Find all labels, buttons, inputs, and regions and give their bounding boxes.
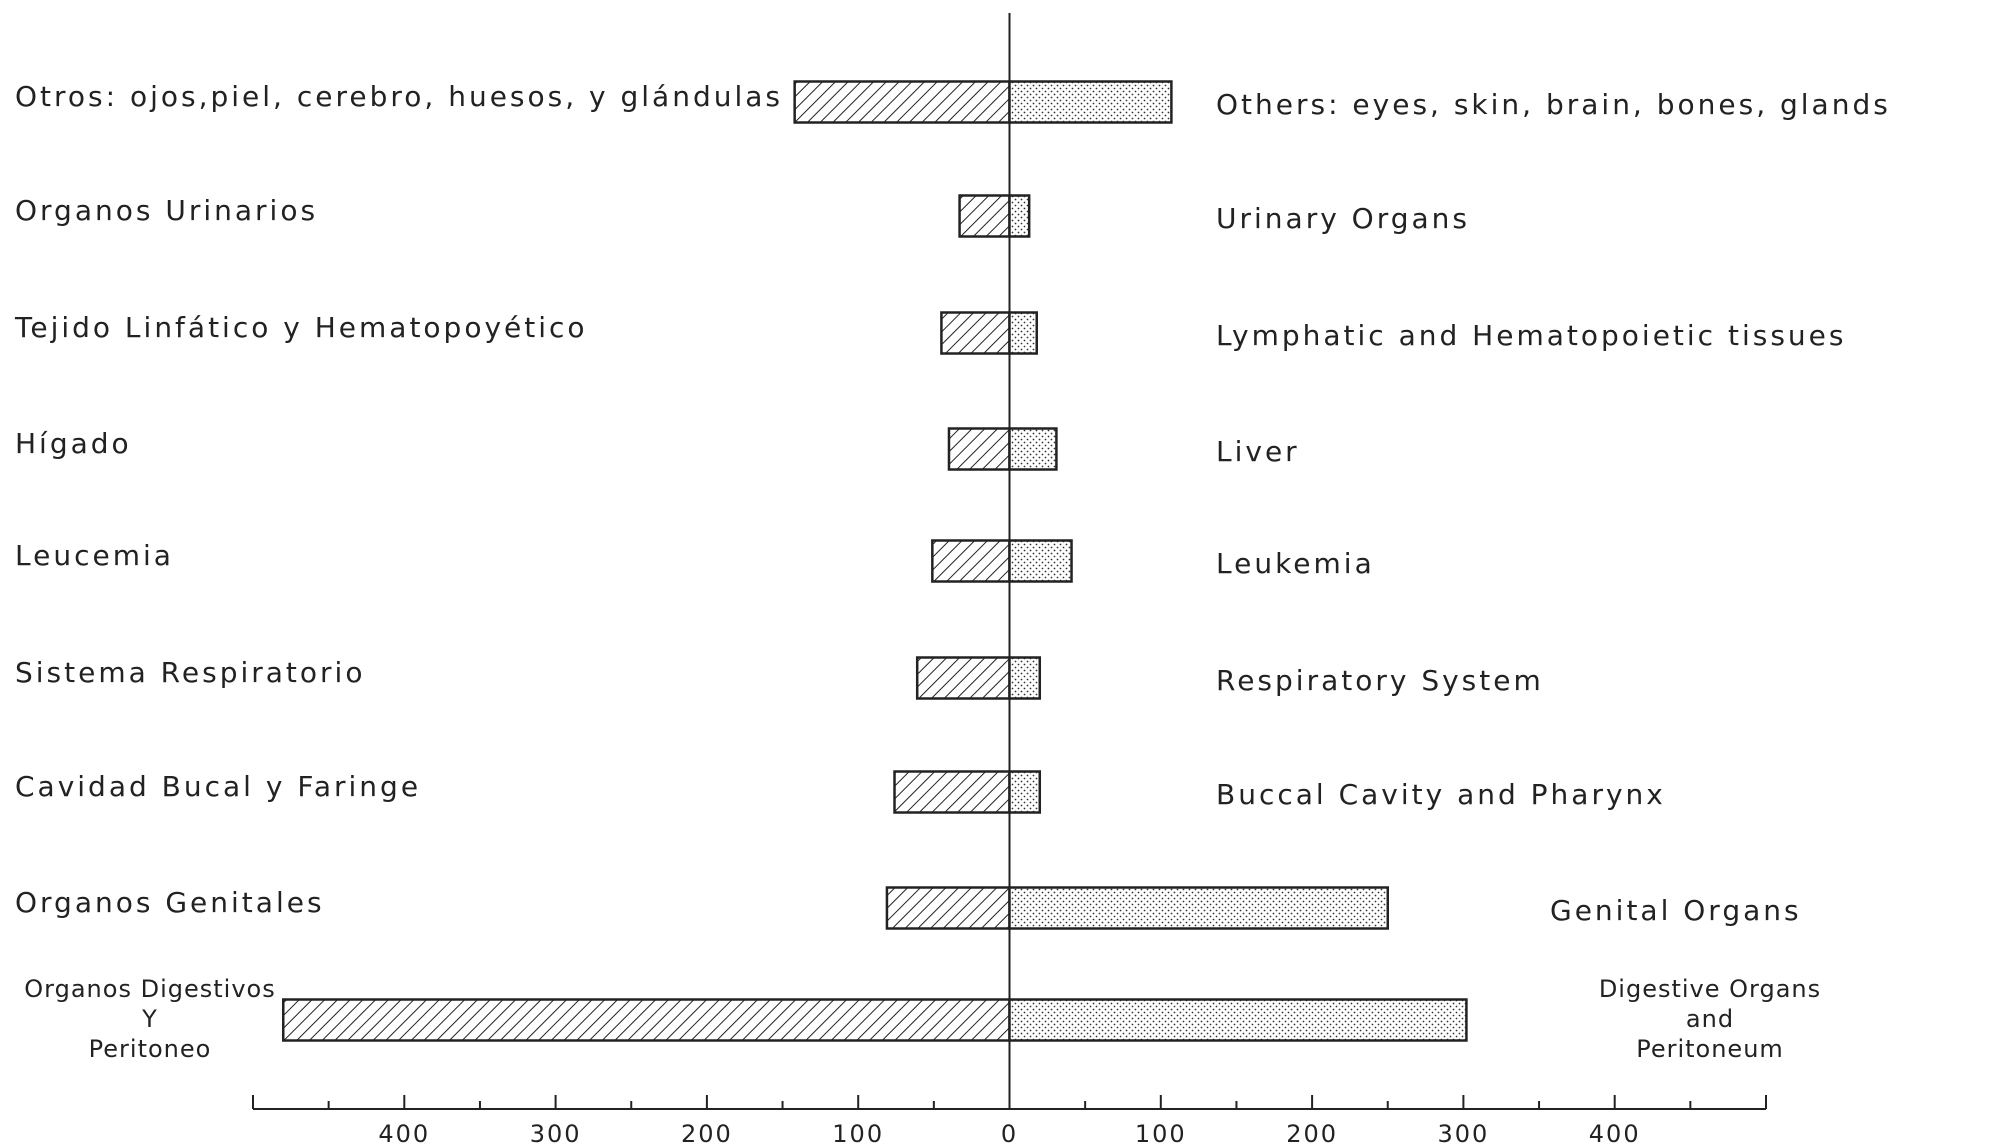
x-tick-label: 100 xyxy=(1135,1120,1187,1144)
left-label: Sistema Respiratorio xyxy=(15,656,365,689)
x-tick-label: 0 xyxy=(1001,1120,1018,1144)
left-label: Otros: ojos,piel, cerebro, huesos, y glá… xyxy=(15,80,783,113)
right-label: Leukemia xyxy=(1216,547,1375,580)
right-label: Buccal Cavity and Pharynx xyxy=(1216,778,1666,811)
bar xyxy=(1008,80,1173,124)
right-label: Digestive Organs xyxy=(1599,975,1821,1003)
left-label: Y xyxy=(141,1005,158,1033)
right-label: and xyxy=(1686,1005,1734,1033)
x-tick-label: 200 xyxy=(1286,1120,1338,1144)
bar xyxy=(940,311,1011,355)
x-tick-label: 400 xyxy=(1589,1120,1641,1144)
bar xyxy=(958,194,1011,238)
right-label: Genital Organs xyxy=(1550,894,1802,927)
bar xyxy=(1008,427,1058,471)
right-label: Urinary Organs xyxy=(1216,202,1470,235)
bar xyxy=(1008,311,1038,355)
left-label: Organos Urinarios xyxy=(15,194,318,227)
bar xyxy=(1008,656,1042,700)
x-tick-label: 400 xyxy=(378,1120,430,1144)
right-label: Others: eyes, skin, brain, bones, glands xyxy=(1216,88,1891,121)
right-label: Liver xyxy=(1216,435,1300,468)
bar xyxy=(1008,998,1468,1042)
bar xyxy=(947,427,1011,471)
bar xyxy=(931,539,1011,583)
left-label: Organos Digestivos xyxy=(24,975,275,1003)
right-label: Lymphatic and Hematopoietic tissues xyxy=(1216,319,1846,352)
left-label: Organos Genitales xyxy=(15,886,325,919)
x-tick-label: 300 xyxy=(1437,1120,1489,1144)
x-tick-label: 300 xyxy=(530,1120,582,1144)
bar xyxy=(793,80,1011,124)
left-label: Tejido Linfático y Hematopoyético xyxy=(14,311,588,344)
bar xyxy=(893,770,1011,814)
left-label: Leucemia xyxy=(15,539,174,572)
bar xyxy=(1008,539,1073,583)
bar xyxy=(1008,194,1031,238)
x-tick-label: 200 xyxy=(681,1120,733,1144)
left-label: Hígado xyxy=(15,427,132,460)
x-tick-label: 100 xyxy=(832,1120,884,1144)
left-label: Peritoneo xyxy=(89,1035,212,1063)
bar xyxy=(915,656,1011,700)
right-label: Peritoneum xyxy=(1636,1035,1784,1063)
bar xyxy=(282,998,1011,1042)
left-label: Cavidad Bucal y Faringe xyxy=(15,770,421,803)
bar xyxy=(1008,886,1389,930)
bar xyxy=(885,886,1011,930)
bar xyxy=(1008,770,1042,814)
right-label: Respiratory System xyxy=(1216,664,1544,697)
